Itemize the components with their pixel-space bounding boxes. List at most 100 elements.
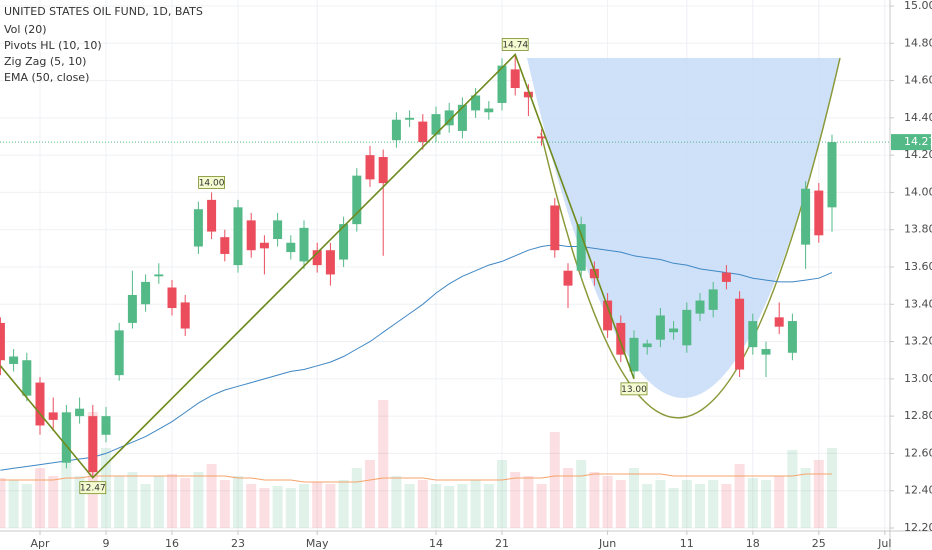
x-tick-label: Apr bbox=[30, 537, 50, 550]
volume-bar bbox=[193, 472, 204, 528]
y-tick-label: 12.40 bbox=[904, 484, 932, 497]
axes: 12.20 12.40 12.60 12.80 13.00 13.20 13.40 13.60… bbox=[30, 0, 932, 550]
candle-body bbox=[167, 287, 177, 309]
indicator-name: Zig Zag (5, 10) bbox=[4, 55, 86, 68]
candle-body bbox=[642, 343, 652, 348]
y-tick-label: 13.60 bbox=[904, 260, 932, 273]
volume-bar bbox=[549, 432, 560, 528]
candle-body bbox=[603, 300, 613, 331]
pivot-label: 14.74 bbox=[502, 40, 528, 50]
candle-body bbox=[537, 136, 547, 139]
volume-bar bbox=[114, 476, 125, 528]
indicator-name: Pivots HL (10, 10) bbox=[4, 39, 102, 52]
x-tick-label: 16 bbox=[165, 537, 179, 550]
candle-body bbox=[523, 91, 533, 98]
candle-body bbox=[299, 227, 309, 262]
volume-bar bbox=[299, 484, 309, 528]
volume-bar bbox=[615, 480, 626, 528]
y-tick-label: 14.60 bbox=[904, 74, 932, 87]
candle-body bbox=[61, 412, 71, 463]
volume-bar bbox=[127, 472, 138, 528]
candle-body bbox=[721, 272, 731, 282]
candle-body bbox=[774, 317, 784, 327]
candle-body bbox=[708, 289, 718, 310]
pivot-label: 12.47 bbox=[80, 484, 106, 494]
candle-body bbox=[101, 416, 111, 435]
candle-body bbox=[9, 356, 19, 364]
candle-body bbox=[339, 224, 349, 260]
volume-bar bbox=[668, 488, 679, 528]
candle-body bbox=[497, 65, 507, 103]
volume-bar bbox=[642, 484, 653, 528]
volume-bar bbox=[470, 480, 481, 528]
volume-bar bbox=[272, 486, 283, 528]
indicator-name: Vol (20) bbox=[4, 23, 47, 36]
zigzag-line bbox=[0, 53, 635, 479]
x-tick-label: 23 bbox=[231, 537, 245, 550]
candle-body bbox=[273, 220, 283, 240]
volume-bar bbox=[338, 480, 349, 528]
volume-bar bbox=[747, 478, 758, 528]
candle-body bbox=[827, 142, 837, 208]
y-tick-label: 13.00 bbox=[904, 372, 932, 385]
candle-body bbox=[312, 250, 322, 266]
candle-body bbox=[787, 321, 797, 353]
candle-body bbox=[444, 110, 454, 126]
candle-body bbox=[127, 294, 137, 323]
volume-bar bbox=[259, 488, 270, 528]
y-tick-label: 12.80 bbox=[904, 409, 932, 422]
x-tick-label: Jun bbox=[598, 537, 616, 550]
candle-body bbox=[563, 270, 573, 286]
volume-bar bbox=[655, 480, 666, 528]
candle-body bbox=[154, 274, 164, 277]
candle-body bbox=[259, 242, 269, 249]
candle-body bbox=[22, 360, 32, 396]
candle-body bbox=[0, 322, 5, 361]
candle-body bbox=[576, 224, 586, 271]
pivot-label: 14.00 bbox=[199, 178, 225, 188]
pivot-label-box bbox=[198, 176, 226, 189]
volume-bar bbox=[800, 468, 811, 528]
candle-body bbox=[325, 250, 335, 275]
candle-body bbox=[801, 188, 811, 245]
candle-body bbox=[682, 309, 692, 346]
volume-bar bbox=[219, 480, 230, 528]
y-tick-label: 12.20 bbox=[904, 521, 932, 534]
candle-body bbox=[589, 268, 599, 279]
volume-bar bbox=[285, 488, 296, 528]
volume-bar bbox=[61, 412, 72, 528]
candle-body bbox=[695, 300, 705, 314]
candle-body bbox=[233, 207, 243, 266]
y-tick-label: 13.20 bbox=[904, 335, 932, 348]
volume-bar bbox=[74, 476, 85, 528]
volume-bar bbox=[536, 484, 547, 528]
volume-bar bbox=[8, 480, 19, 528]
x-tick-label: 14 bbox=[429, 537, 443, 550]
volume-bar bbox=[48, 476, 59, 528]
volume-bar bbox=[153, 476, 164, 528]
volume-bar bbox=[827, 448, 837, 528]
volume-bar bbox=[404, 484, 415, 528]
volume-bar bbox=[391, 476, 402, 528]
candle-body bbox=[484, 108, 494, 113]
candle-body bbox=[75, 408, 85, 417]
volume-bar bbox=[325, 484, 336, 528]
volume-bar bbox=[457, 484, 468, 528]
volume-bar bbox=[483, 484, 494, 528]
volume-bar bbox=[708, 480, 719, 528]
y-tick-label: 14.40 bbox=[904, 111, 932, 124]
volume-bar bbox=[602, 476, 613, 528]
volume-bar bbox=[563, 468, 573, 528]
candle-body bbox=[735, 298, 745, 370]
candle-body bbox=[418, 121, 428, 143]
x-tick-label: May bbox=[306, 537, 329, 550]
volume-bar bbox=[734, 464, 745, 528]
volume-bar bbox=[167, 474, 177, 528]
candle-body bbox=[655, 315, 665, 340]
candle-body bbox=[193, 209, 203, 247]
candle-body bbox=[405, 117, 415, 120]
volume-bar bbox=[312, 482, 323, 528]
volume-bar bbox=[140, 484, 151, 528]
candle-body bbox=[471, 95, 481, 111]
